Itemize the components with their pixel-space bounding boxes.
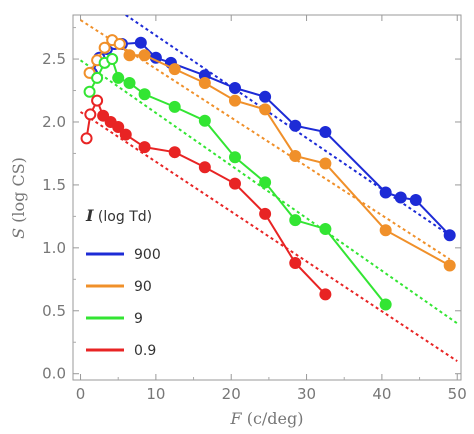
x-tick-label: 40: [372, 385, 391, 403]
plot-frame: [72, 14, 462, 381]
data-point: [259, 90, 272, 103]
data-point: [289, 119, 302, 132]
x-tick-label: 0: [76, 385, 86, 403]
open-point: [91, 71, 104, 84]
data-point: [289, 149, 302, 162]
data-point: [443, 229, 456, 242]
legend-label-9: 9: [134, 311, 143, 327]
y-tick-label: 0.5: [42, 302, 66, 320]
data-point: [379, 186, 392, 199]
open-point: [83, 85, 96, 98]
open-point: [91, 94, 104, 107]
y-tick-label: 2.0: [42, 113, 66, 131]
data-point: [134, 36, 147, 49]
series-0.9: [80, 94, 332, 301]
data-point: [168, 63, 181, 76]
series-9: [83, 53, 392, 311]
y-tick-label: 1.5: [42, 176, 66, 194]
data-point: [112, 71, 125, 84]
y-tick-label: 2.5: [42, 50, 66, 68]
data-point: [168, 100, 181, 113]
data-point: [259, 103, 272, 116]
series-90: [83, 34, 456, 272]
x-tick-label: 30: [297, 385, 316, 403]
data-point: [409, 194, 422, 207]
y-axis-label: S (log CS): [9, 157, 28, 239]
tick-labels: 0 10 20 30 40 50 0.0 0.5 1.0 1.5 2.0 2.5: [42, 50, 467, 403]
data-point: [228, 94, 241, 107]
data-point: [198, 114, 211, 127]
legend: I (log Td) 900 90 9 0.9: [85, 206, 161, 359]
data-point: [112, 121, 125, 134]
data-point: [123, 76, 136, 89]
data-point: [198, 161, 211, 174]
data-point: [123, 49, 136, 62]
data-point: [319, 126, 332, 139]
data-point: [228, 177, 241, 190]
data-point: [289, 256, 302, 269]
x-axis-label: F (c/deg): [230, 409, 304, 428]
data-point: [198, 76, 211, 89]
data-point: [138, 49, 151, 62]
y-tick-label: 0.0: [42, 365, 66, 383]
data-point: [228, 82, 241, 94]
data-point: [319, 222, 332, 235]
open-point: [80, 132, 93, 145]
data-series: [80, 34, 456, 311]
data-point: [228, 151, 241, 164]
data-point: [379, 298, 392, 311]
data-point: [119, 128, 132, 141]
data-point: [259, 176, 272, 189]
open-point: [84, 108, 97, 121]
open-point: [106, 53, 119, 66]
data-point: [138, 88, 151, 101]
x-tick-label: 20: [222, 385, 241, 403]
y-tick-label: 1.0: [42, 239, 66, 257]
legend-label-90: 90: [134, 279, 152, 295]
x-tick-label: 50: [448, 385, 467, 403]
data-point: [289, 214, 302, 227]
open-point: [113, 37, 126, 50]
data-point: [259, 207, 272, 220]
data-point: [138, 141, 151, 154]
open-point: [98, 41, 111, 54]
tick-marks: [73, 15, 461, 380]
data-point: [379, 224, 392, 237]
series-line-900: [90, 41, 451, 236]
data-point: [394, 191, 407, 204]
data-point: [319, 288, 332, 301]
legend-label-900: 900: [134, 247, 161, 263]
x-tick-label: 10: [146, 385, 165, 403]
legend-label-0.9: 0.9: [134, 343, 156, 359]
data-point: [443, 259, 456, 272]
data-point: [168, 146, 181, 159]
legend-title: I (log Td): [85, 206, 152, 225]
fit-line-9: [79, 59, 458, 325]
data-point: [319, 157, 332, 170]
